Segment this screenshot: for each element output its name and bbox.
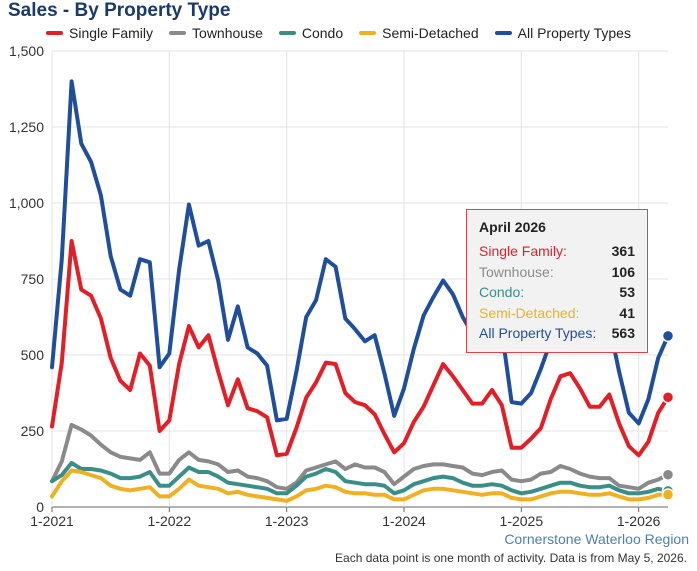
series-endpoint-all-property-types: [661, 329, 675, 343]
x-tick-label: 1-2024: [382, 513, 426, 529]
legend-label-single-family: Single Family: [69, 25, 154, 41]
y-tick-label: 250: [21, 423, 45, 439]
legend-swatch-townhouse: [169, 31, 187, 35]
tooltip-row-all-property-types: All Property Types: 563: [479, 323, 635, 344]
legend-label-semi-detached: Semi-Detached: [382, 25, 479, 41]
x-tick-label: 1-2022: [148, 513, 192, 529]
tooltip-label: Condo:: [479, 284, 525, 300]
tooltip-value: 563: [611, 325, 635, 341]
y-tick-label: 1,000: [9, 195, 44, 211]
legend-label-all-property-types: All Property Types: [517, 25, 631, 41]
series-line-townhouse: [50, 422, 670, 491]
tooltip-row-condo: Condo: 53: [479, 282, 635, 303]
y-tick-label: 500: [21, 347, 45, 363]
series-endpoint-single-family: [661, 391, 675, 404]
tooltip-label: Townhouse:: [479, 263, 554, 280]
legend-item-single-family[interactable]: Single Family: [46, 25, 153, 41]
y-tick-label: 1,250: [9, 119, 44, 135]
y-tick-label: 0: [36, 499, 44, 515]
legend-item-condo[interactable]: Condo: [278, 25, 344, 41]
x-tick-label: 1-2026: [617, 513, 661, 529]
legend-item-semi-detached[interactable]: Semi-Detached: [359, 25, 479, 41]
chart-legend: Single Family Townhouse Condo Semi-Detac…: [46, 25, 631, 41]
legend-item-townhouse[interactable]: Townhouse: [169, 25, 263, 41]
tooltip-row-townhouse: Townhouse: 106: [479, 262, 635, 283]
hover-tooltip: April 2026 Single Family: 361 Townhouse:…: [466, 209, 648, 353]
legend-item-all-property-types[interactable]: All Property Types: [494, 25, 631, 41]
x-tick-label: 1-2021: [30, 513, 74, 529]
tooltip-label: All Property Types:: [479, 325, 597, 341]
series-line-single-family: [50, 239, 670, 458]
legend-swatch-semi-detached: [359, 31, 377, 35]
tooltip-row-single-family: Single Family: 361: [479, 241, 635, 262]
series-endpoint-semi-detached: [661, 488, 675, 501]
tooltip-value: 106: [611, 263, 635, 280]
tooltip-label: Semi-Detached:: [479, 304, 580, 321]
x-tick-label: 1-2025: [500, 513, 544, 529]
footnote: Each data point is one month of activity…: [335, 551, 687, 565]
tooltip-label: Single Family:: [479, 243, 567, 259]
y-tick-label: 750: [21, 271, 45, 287]
legend-swatch-single-family: [46, 31, 63, 35]
tooltip-value: 41: [619, 304, 635, 321]
series-endpoint-townhouse: [661, 468, 675, 482]
legend-swatch-all-property-types: [494, 31, 512, 35]
tooltip-title: April 2026: [479, 219, 546, 235]
tooltip-value: 361: [611, 243, 635, 259]
legend-swatch-condo: [278, 31, 296, 35]
legend-label-condo: Condo: [301, 25, 344, 41]
source-credit: Cornerstone Waterloo Region: [504, 531, 689, 547]
tooltip-value: 53: [619, 284, 635, 300]
series-line-condo: [50, 460, 670, 496]
tooltip-row-semi-detached: Semi-Detached: 41: [479, 303, 635, 324]
x-tick-label: 1-2023: [265, 513, 309, 529]
chart-title: Sales - By Property Type: [8, 0, 231, 21]
series-line-semi-detached: [50, 468, 670, 503]
legend-label-townhouse: Townhouse: [192, 25, 263, 41]
y-tick-label: 1,500: [9, 43, 44, 59]
